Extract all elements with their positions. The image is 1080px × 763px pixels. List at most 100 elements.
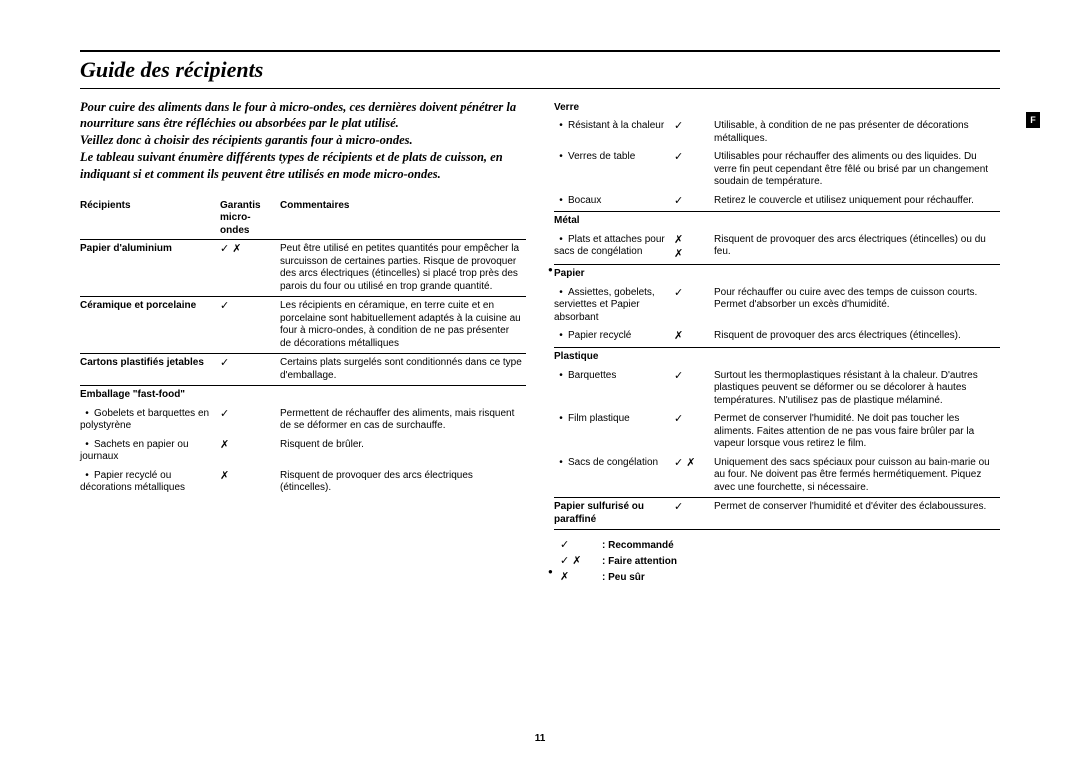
legend-sym: ✗ xyxy=(554,571,602,585)
cell-mark: ✗ xyxy=(674,327,714,347)
row-pl3: •Sacs de congélation ✓ ✗ Uniquement des … xyxy=(554,454,1000,498)
row-sulf: Papier sulfurisé ou paraffiné ✓ Permet d… xyxy=(554,498,1000,530)
cell-name: •Sacs de congélation xyxy=(554,454,674,498)
txt: Sachets en papier ou journaux xyxy=(80,439,189,463)
cell-name: •Film plastique xyxy=(554,410,674,454)
row-v1: •Résistant à la chaleur ✓ Utilisable, à … xyxy=(554,117,1000,148)
cell-mark: ✓ xyxy=(674,117,714,148)
left-table: Récipients Garantis micro-ondes Commenta… xyxy=(80,198,526,498)
cell-name: •Sachets en papier ou journaux xyxy=(80,436,220,467)
cell-name: Céramique et porcelaine xyxy=(80,297,220,354)
cell-mark: ✓ xyxy=(220,354,280,386)
n2: paraffiné xyxy=(554,514,596,525)
th-garantis: Garantis micro-ondes xyxy=(220,198,280,240)
txt: Bocaux xyxy=(568,195,601,206)
row-metal-header: Métal xyxy=(554,212,1000,231)
top-rule-thin xyxy=(80,88,1000,89)
cell-comment: Pour réchauffer ou cuire avec des temps … xyxy=(714,284,1000,328)
legend: ✓: Recommandé ✓ ✗: Faire attention ✗: Pe… xyxy=(554,538,1000,585)
row-v3: •Bocaux ✓ Retirez le couvercle et utilis… xyxy=(554,192,1000,212)
row-ff1: •Gobelets et barquettes en polystyrène ✓… xyxy=(80,405,526,436)
cell-name: Papier sulfurisé ou paraffiné xyxy=(554,498,674,530)
right-column: Verre •Résistant à la chaleur ✓ Utilisab… xyxy=(554,99,1000,586)
n1: Papier sulfurisé ou xyxy=(554,501,644,512)
cell-comment: Surtout les thermoplastiques résistant à… xyxy=(714,367,1000,411)
cell-comment: Peut être utilisé en petites quantités p… xyxy=(280,240,526,297)
legend-row-3: ✗: Peu sûr xyxy=(554,570,1000,586)
cell-comment: Les récipients en céramique, en terre cu… xyxy=(280,297,526,354)
columns: Pour cuire des aliments dans le four à m… xyxy=(80,99,1000,586)
page-title: Guide des récipients xyxy=(80,54,1000,88)
row-v2: •Verres de table ✓ Utilisables pour réch… xyxy=(554,148,1000,192)
intro-p3: Le tableau suivant énumère différents ty… xyxy=(80,149,526,182)
cell-mark: ✓ xyxy=(674,498,714,530)
cell-name: •Gobelets et barquettes en polystyrène xyxy=(80,405,220,436)
cell-mark: ✓ xyxy=(674,410,714,454)
intro-p1: Pour cuire des aliments dans le four à m… xyxy=(80,99,526,132)
txt: Sacs de congélation xyxy=(568,457,658,468)
row-plastique-header: Plastique xyxy=(554,348,1000,367)
cell-comment: Risquent de provoquer des arcs électriqu… xyxy=(714,327,1000,347)
cell-mark: ✓ xyxy=(674,367,714,411)
cell-comment: Uniquement des sacs spéciaux pour cuisso… xyxy=(714,454,1000,498)
legend-label: : Recommandé xyxy=(602,540,674,551)
cell-name: Verre xyxy=(554,99,674,118)
row-m1: •Plats et attaches pour sacs de congélat… xyxy=(554,231,1000,265)
th-garantis-1: Garantis xyxy=(220,200,261,211)
cell-mark: ✓ xyxy=(220,297,280,354)
cell-name: •Papier recyclé xyxy=(554,327,674,347)
cell-name: Emballage "fast-food" xyxy=(80,386,526,405)
cell-mark: ✗ xyxy=(220,436,280,467)
stray-dot: ● xyxy=(548,265,553,275)
cell-comment: Permettent de réchauffer des aliments, m… xyxy=(280,405,526,436)
row-ceramic: Céramique et porcelaine ✓ Les récipients… xyxy=(80,297,526,354)
txt: Plats et attaches pour sacs de congélati… xyxy=(554,234,665,258)
cell-comment: Permet de conserver l'humidité. Ne doit … xyxy=(714,410,1000,454)
page-number: 11 xyxy=(535,733,546,746)
legend-sym: ✓ xyxy=(554,539,602,553)
intro-p2: Veillez donc à choisir des récipients ga… xyxy=(80,132,526,148)
empty xyxy=(674,99,714,118)
row-ff2: •Sachets en papier ou journaux ✗ Risquen… xyxy=(80,436,526,467)
row-pl1: •Barquettes ✓ Surtout les thermoplastiqu… xyxy=(554,367,1000,411)
cell-comment: Risquent de provoquer des arcs électriqu… xyxy=(714,231,1000,265)
cell-name: •Barquettes xyxy=(554,367,674,411)
legend-label: : Faire attention xyxy=(602,556,677,567)
cell-name: Papier d'aluminium xyxy=(80,240,220,297)
legend-row-1: ✓: Recommandé xyxy=(554,538,1000,554)
cell-mark: ✓ xyxy=(220,405,280,436)
cell-name: Papier xyxy=(554,265,674,284)
cell-mark: ✓ xyxy=(674,284,714,328)
txt: Verres de table xyxy=(568,151,635,162)
cell-comment: Risquent de provoquer des arcs électriqu… xyxy=(280,467,526,498)
txt: Papier recyclé xyxy=(568,330,631,341)
cell-name: •Assiettes, gobelets, serviettes et Papi… xyxy=(554,284,674,328)
txt: Gobelets et barquettes en polystyrène xyxy=(80,408,209,432)
cell-mark: ✗ xyxy=(220,467,280,498)
th-recipients: Récipients xyxy=(80,198,220,240)
language-badge: F xyxy=(1026,112,1040,128)
row-fastfood-header: Emballage "fast-food" xyxy=(80,386,526,405)
cell-comment: Permet de conserver l'humidité et d'évit… xyxy=(714,498,1000,530)
m1: ✗ xyxy=(674,234,683,246)
cell-name: •Verres de table xyxy=(554,148,674,192)
row-p1: •Assiettes, gobelets, serviettes et Papi… xyxy=(554,284,1000,328)
left-column: Pour cuire des aliments dans le four à m… xyxy=(80,99,526,586)
top-rule-thick xyxy=(80,50,1000,52)
cell-comment: Certains plats surgelés sont conditionné… xyxy=(280,354,526,386)
cell-name: •Papier recyclé ou décorations métalliqu… xyxy=(80,467,220,498)
cell-mark: ✓ xyxy=(674,192,714,212)
page: Guide des récipients F Pour cuire des al… xyxy=(0,0,1080,763)
th-garantis-2: micro-ondes xyxy=(220,212,251,236)
cell-name: •Résistant à la chaleur xyxy=(554,117,674,148)
cell-comment: Risquent de brûler. xyxy=(280,436,526,467)
row-papier-header: Papier xyxy=(554,265,1000,284)
cell-name: Cartons plastifiés jetables xyxy=(80,354,220,386)
cell-mark: ✓ ✗ xyxy=(220,240,280,297)
txt: Résistant à la chaleur xyxy=(568,120,664,131)
intro-text: Pour cuire des aliments dans le four à m… xyxy=(80,99,526,182)
row-p2: •Papier recyclé ✗ Risquent de provoquer … xyxy=(554,327,1000,347)
th-comments: Commentaires xyxy=(280,198,526,240)
cell-name: Plastique xyxy=(554,348,674,367)
empty xyxy=(714,99,1000,118)
